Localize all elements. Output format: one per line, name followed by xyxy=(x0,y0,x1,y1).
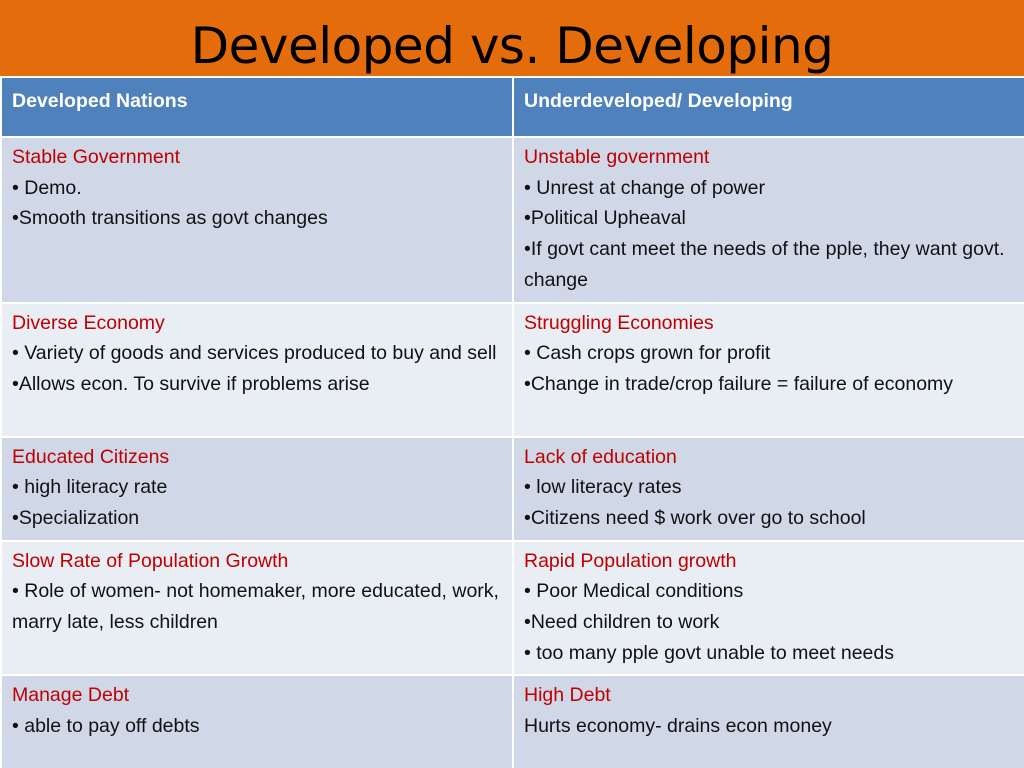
cell-bullet: •Specialization xyxy=(12,506,140,529)
table-row: Slow Rate of Population Growth • Role of… xyxy=(0,539,1024,677)
column-header-developing: Underdeveloped/ Developing xyxy=(512,76,1024,138)
cell-bullet: • Unrest at change of power xyxy=(524,176,765,199)
cell-heading: Diverse Economy xyxy=(12,311,165,334)
table-header-row: Developed Nations Underdeveloped/ Develo… xyxy=(0,76,1024,138)
cell-bullet: •Change in trade/crop failure = failure … xyxy=(524,372,954,395)
cell-bullet: • Poor Medical conditions xyxy=(524,580,744,603)
cell-heading: High Debt xyxy=(524,684,611,707)
cell-bullet: • able to pay off debts xyxy=(12,715,200,738)
table-cell-developing: Unstable government • Unrest at change o… xyxy=(512,136,1024,304)
cell-heading: Rapid Population growth xyxy=(524,549,737,572)
table-cell-developed: Slow Rate of Population Growth • Role of… xyxy=(0,539,514,677)
cell-heading: Stable Government xyxy=(12,146,181,168)
table-row: Manage Debt • able to pay off debts High… xyxy=(0,674,1024,768)
cell-bullet: •If govt cant meet the needs of the pple… xyxy=(524,238,1005,291)
cell-bullet: •Need children to work xyxy=(524,611,720,634)
title-bar xyxy=(0,0,1024,76)
table-cell-developing: High Debt Hurts economy- drains econ mon… xyxy=(512,674,1024,768)
cell-bullet: • too many pple govt unable to meet need… xyxy=(524,641,894,664)
table-row: Educated Citizens • high literacy rate •… xyxy=(0,435,1024,542)
cell-bullet: •Political Upheaval xyxy=(524,207,686,230)
cell-heading: Lack of education xyxy=(524,445,677,468)
cell-heading: Manage Debt xyxy=(12,684,130,707)
table-row: Diverse Economy • Variety of goods and s… xyxy=(0,301,1024,438)
cell-heading: Educated Citizens xyxy=(12,445,170,468)
table-cell-developed: Manage Debt • able to pay off debts xyxy=(0,674,514,768)
cell-heading: Struggling Economies xyxy=(524,311,714,334)
page-title: Developed vs. Developing xyxy=(190,17,834,75)
cell-bullet: • Cash crops grown for profit xyxy=(524,342,771,365)
table-cell-developing: Rapid Population growth • Poor Medical c… xyxy=(512,539,1024,677)
cell-bullet: • Demo. xyxy=(12,176,82,199)
table-cell-developed: Stable Government • Demo. •Smooth transi… xyxy=(0,136,514,304)
column-header-developed: Developed Nations xyxy=(0,76,514,138)
cell-bullet: • high literacy rate xyxy=(12,476,168,499)
cell-bullet: •Allows econ. To survive if problems ari… xyxy=(12,372,370,395)
cell-heading: Unstable government xyxy=(524,146,710,168)
cell-heading: Slow Rate of Population Growth xyxy=(12,549,289,572)
cell-bullet: • low literacy rates xyxy=(524,476,682,499)
comparison-table: Developed Nations Underdeveloped/ Develo… xyxy=(0,76,1024,768)
table-cell-developed: Educated Citizens • high literacy rate •… xyxy=(0,435,514,542)
cell-bullet: •Citizens need $ work over go to school xyxy=(524,506,866,529)
table-cell-developed: Diverse Economy • Variety of goods and s… xyxy=(0,301,514,438)
table-row: Stable Government • Demo. •Smooth transi… xyxy=(0,136,1024,304)
table-cell-developing: Lack of education • low literacy rates •… xyxy=(512,435,1024,542)
cell-bullet: Hurts economy- drains econ money xyxy=(524,715,832,738)
table-cell-developing: Struggling Economies • Cash crops grown … xyxy=(512,301,1024,438)
cell-bullet: •Smooth transitions as govt changes xyxy=(12,207,328,230)
cell-bullet: • Role of women- not homemaker, more edu… xyxy=(12,580,499,634)
cell-bullet: • Variety of goods and services produced… xyxy=(12,342,497,365)
